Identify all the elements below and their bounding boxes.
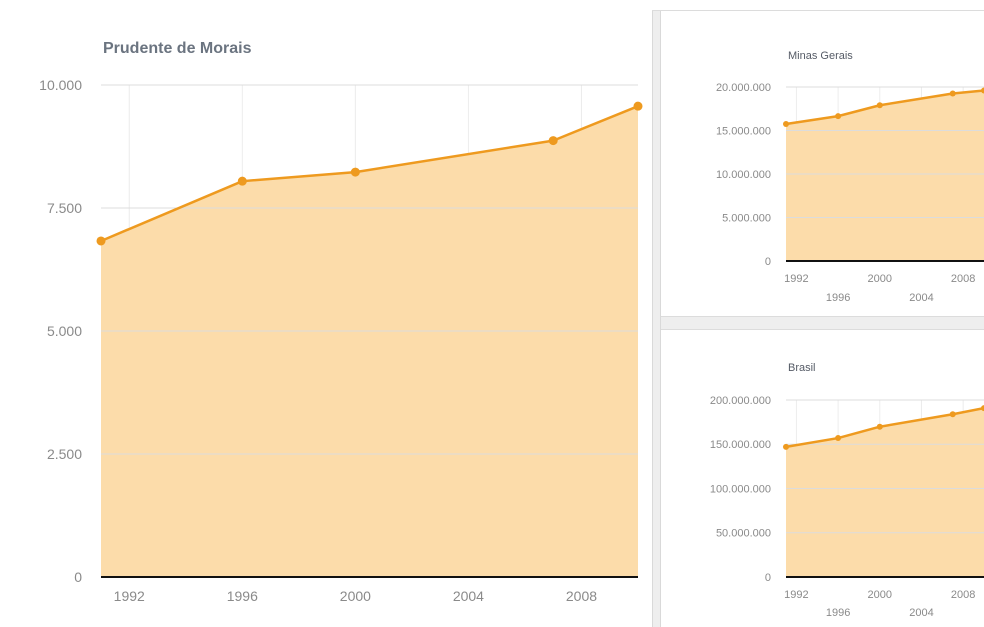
x-tick-label: 1992: [784, 273, 808, 285]
x-tick-label: 2004: [909, 607, 933, 619]
x-tick-label: 1992: [784, 589, 808, 601]
data-point: [949, 90, 956, 97]
chart-panel-brasil: Brasil 0 50.000.000 100.000.000 150.000.000 2…: [661, 330, 984, 627]
chart-minas-gerais: Minas Gerais 0 5.000.000 10.000.000 15.000.0…: [716, 50, 984, 304]
series-area-fill: [786, 90, 984, 261]
x-tick-label: 2004: [909, 292, 933, 304]
data-point: [981, 405, 984, 412]
data-point: [876, 423, 883, 430]
x-tick-label: 1996: [826, 292, 850, 304]
y-tick-label: 50.000.000: [716, 528, 771, 540]
y-tick-label: 5.000: [47, 323, 82, 339]
data-point: [783, 443, 789, 450]
vertical-divider: [652, 11, 661, 627]
x-tick-label: 2008: [951, 273, 975, 285]
x-tick-label: 2000: [868, 589, 892, 601]
data-point: [548, 136, 558, 146]
chart-title: Brasil: [788, 362, 816, 374]
x-tick-label: 1996: [227, 588, 258, 604]
series-area-fill: [101, 106, 638, 577]
y-tick-label: 7.500: [47, 200, 82, 216]
chart-brasil: Brasil 0 50.000.000 100.000.000 150.000.000 2…: [710, 362, 984, 619]
data-point: [876, 102, 883, 109]
data-point: [981, 87, 984, 94]
chart-title: Minas Gerais: [788, 50, 853, 62]
data-point: [633, 101, 643, 111]
y-tick-label: 100.000.000: [710, 483, 771, 495]
y-tick-label: 10.000: [39, 77, 82, 93]
chart-panel-prudente-de-morais: Prudente de Morais 0 2.500 5.000 7.500 10.000…: [39, 40, 643, 604]
data-point: [783, 120, 789, 127]
y-tick-label: 150.000.000: [710, 439, 771, 451]
series-area-fill: [786, 408, 984, 577]
x-tick-label: 2004: [453, 588, 484, 604]
y-tick-label: 0: [74, 569, 82, 585]
chart-panel-minas-gerais: Minas Gerais 0 5.000.000 10.000.000 15.000.0…: [661, 12, 984, 316]
y-tick-label: 5.000.000: [722, 212, 771, 224]
x-tick-label: 2008: [566, 588, 597, 604]
data-point: [96, 236, 106, 246]
y-tick-label: 10.000.000: [716, 169, 771, 181]
x-tick-label: 2008: [951, 589, 975, 601]
data-point: [835, 113, 842, 120]
x-tick-label: 2000: [340, 588, 371, 604]
x-tick-label: 2000: [868, 273, 892, 285]
y-tick-label: 0: [765, 256, 771, 268]
y-tick-label: 2.500: [47, 446, 82, 462]
y-tick-label: 20.000.000: [716, 82, 771, 94]
y-tick-label: 0: [765, 572, 771, 584]
chart-title: Prudente de Morais: [103, 40, 252, 57]
x-tick-label: 1996: [826, 607, 850, 619]
data-point: [237, 176, 247, 186]
chart-prudente-de-morais: Prudente de Morais 0 2.500 5.000 7.500 10.000…: [39, 40, 643, 604]
x-tick-label: 1992: [114, 588, 145, 604]
data-point: [835, 435, 842, 442]
y-tick-label: 200.000.000: [710, 395, 771, 407]
y-tick-label: 15.000.000: [716, 125, 771, 137]
data-point: [350, 167, 360, 177]
horizontal-divider: [661, 316, 984, 330]
data-point: [949, 411, 956, 418]
